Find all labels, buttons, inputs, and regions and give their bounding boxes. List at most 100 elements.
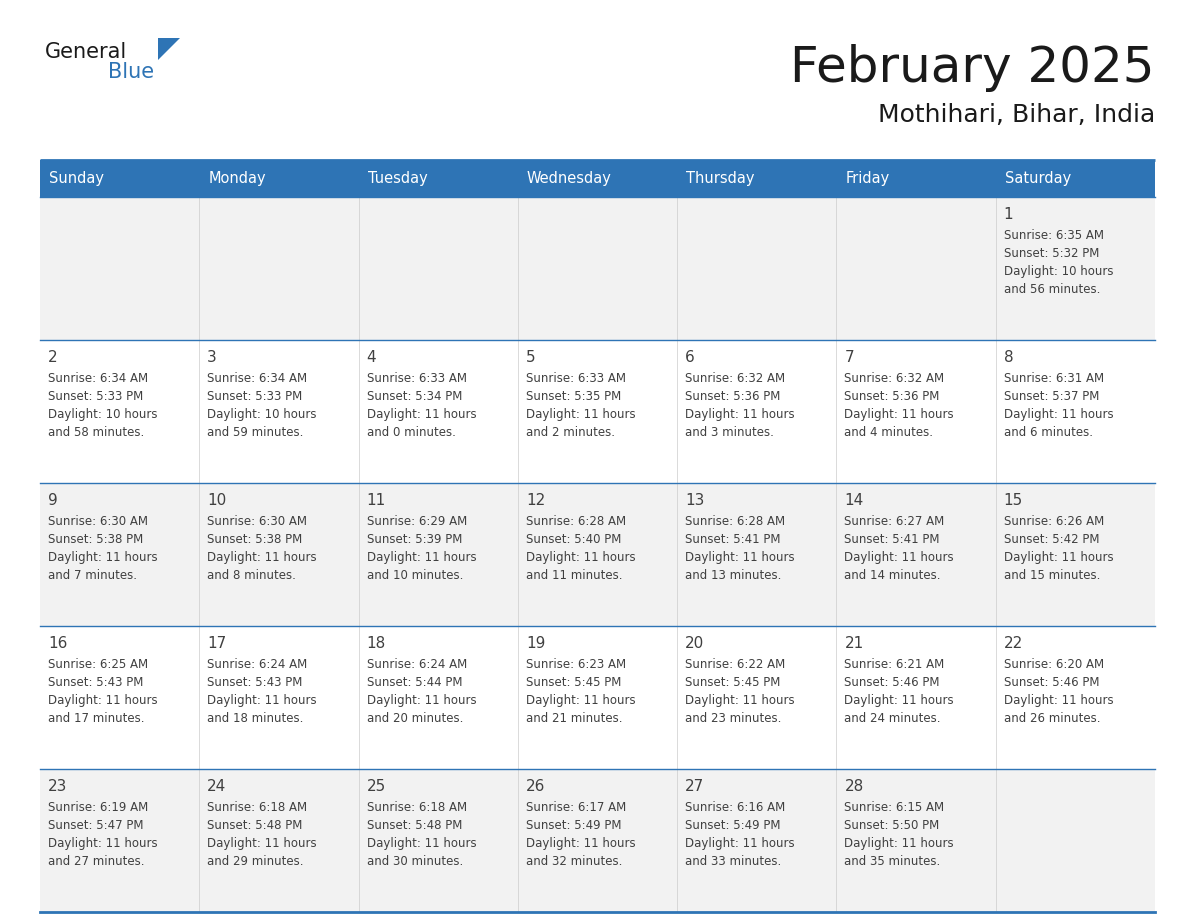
Text: Daylight: 10 hours: Daylight: 10 hours — [1004, 265, 1113, 278]
Text: Daylight: 11 hours: Daylight: 11 hours — [207, 837, 317, 850]
Text: Sunset: 5:33 PM: Sunset: 5:33 PM — [48, 390, 144, 403]
Text: 18: 18 — [367, 636, 386, 651]
Text: and 33 minutes.: and 33 minutes. — [685, 855, 782, 868]
Text: Sunrise: 6:27 AM: Sunrise: 6:27 AM — [845, 515, 944, 528]
Text: Sunrise: 6:25 AM: Sunrise: 6:25 AM — [48, 658, 148, 671]
Polygon shape — [158, 38, 181, 60]
Text: and 56 minutes.: and 56 minutes. — [1004, 283, 1100, 296]
Text: 1: 1 — [1004, 207, 1013, 222]
Text: Sunrise: 6:18 AM: Sunrise: 6:18 AM — [367, 801, 467, 814]
Text: 19: 19 — [526, 636, 545, 651]
Text: 22: 22 — [1004, 636, 1023, 651]
Text: Sunset: 5:40 PM: Sunset: 5:40 PM — [526, 533, 621, 546]
Text: Sunset: 5:48 PM: Sunset: 5:48 PM — [207, 819, 303, 832]
Text: Daylight: 11 hours: Daylight: 11 hours — [367, 837, 476, 850]
Text: Sunrise: 6:16 AM: Sunrise: 6:16 AM — [685, 801, 785, 814]
Text: and 17 minutes.: and 17 minutes. — [48, 712, 145, 725]
Text: and 8 minutes.: and 8 minutes. — [207, 569, 296, 582]
Text: 5: 5 — [526, 350, 536, 365]
Text: Sunset: 5:41 PM: Sunset: 5:41 PM — [845, 533, 940, 546]
Text: Sunset: 5:43 PM: Sunset: 5:43 PM — [207, 676, 303, 689]
Bar — [40, 197, 1155, 340]
Text: Sunset: 5:38 PM: Sunset: 5:38 PM — [207, 533, 303, 546]
Text: 2: 2 — [48, 350, 58, 365]
Text: Sunrise: 6:33 AM: Sunrise: 6:33 AM — [367, 372, 467, 385]
Text: Sunset: 5:46 PM: Sunset: 5:46 PM — [845, 676, 940, 689]
Text: Daylight: 11 hours: Daylight: 11 hours — [526, 551, 636, 564]
Text: Tuesday: Tuesday — [367, 171, 428, 186]
Text: and 23 minutes.: and 23 minutes. — [685, 712, 782, 725]
Text: and 10 minutes.: and 10 minutes. — [367, 569, 463, 582]
Text: Sunset: 5:43 PM: Sunset: 5:43 PM — [48, 676, 144, 689]
Text: and 0 minutes.: and 0 minutes. — [367, 426, 455, 439]
Text: and 15 minutes.: and 15 minutes. — [1004, 569, 1100, 582]
Text: 27: 27 — [685, 779, 704, 794]
Text: 17: 17 — [207, 636, 227, 651]
Text: Daylight: 11 hours: Daylight: 11 hours — [526, 837, 636, 850]
Text: 8: 8 — [1004, 350, 1013, 365]
Text: Sunset: 5:45 PM: Sunset: 5:45 PM — [526, 676, 621, 689]
Text: Daylight: 11 hours: Daylight: 11 hours — [526, 408, 636, 421]
Text: Daylight: 11 hours: Daylight: 11 hours — [845, 551, 954, 564]
Text: Daylight: 10 hours: Daylight: 10 hours — [48, 408, 158, 421]
Text: Mothihari, Bihar, India: Mothihari, Bihar, India — [878, 103, 1155, 127]
Text: General: General — [45, 42, 127, 62]
Text: 12: 12 — [526, 493, 545, 508]
Text: 11: 11 — [367, 493, 386, 508]
Text: Friday: Friday — [846, 171, 890, 186]
Text: and 14 minutes.: and 14 minutes. — [845, 569, 941, 582]
Text: Sunrise: 6:30 AM: Sunrise: 6:30 AM — [207, 515, 308, 528]
Text: and 20 minutes.: and 20 minutes. — [367, 712, 463, 725]
Text: Sunrise: 6:18 AM: Sunrise: 6:18 AM — [207, 801, 308, 814]
Text: Sunrise: 6:28 AM: Sunrise: 6:28 AM — [685, 515, 785, 528]
Text: Daylight: 11 hours: Daylight: 11 hours — [685, 408, 795, 421]
Bar — [836, 160, 996, 197]
Text: Sunset: 5:41 PM: Sunset: 5:41 PM — [685, 533, 781, 546]
Text: Saturday: Saturday — [1005, 171, 1070, 186]
Text: 23: 23 — [48, 779, 68, 794]
Text: Sunrise: 6:23 AM: Sunrise: 6:23 AM — [526, 658, 626, 671]
Bar — [677, 160, 836, 197]
Text: Sunset: 5:49 PM: Sunset: 5:49 PM — [685, 819, 781, 832]
Text: and 32 minutes.: and 32 minutes. — [526, 855, 623, 868]
Text: Sunset: 5:32 PM: Sunset: 5:32 PM — [1004, 247, 1099, 260]
Text: 13: 13 — [685, 493, 704, 508]
Text: Sunrise: 6:29 AM: Sunrise: 6:29 AM — [367, 515, 467, 528]
Text: Sunset: 5:35 PM: Sunset: 5:35 PM — [526, 390, 621, 403]
Text: Sunrise: 6:30 AM: Sunrise: 6:30 AM — [48, 515, 148, 528]
Text: and 21 minutes.: and 21 minutes. — [526, 712, 623, 725]
Bar — [200, 160, 359, 197]
Text: Daylight: 11 hours: Daylight: 11 hours — [207, 551, 317, 564]
Text: 6: 6 — [685, 350, 695, 365]
Text: Sunset: 5:36 PM: Sunset: 5:36 PM — [845, 390, 940, 403]
Text: and 59 minutes.: and 59 minutes. — [207, 426, 304, 439]
Text: and 24 minutes.: and 24 minutes. — [845, 712, 941, 725]
Text: Daylight: 11 hours: Daylight: 11 hours — [685, 837, 795, 850]
Text: Sunrise: 6:33 AM: Sunrise: 6:33 AM — [526, 372, 626, 385]
Text: Daylight: 11 hours: Daylight: 11 hours — [207, 694, 317, 707]
Text: and 6 minutes.: and 6 minutes. — [1004, 426, 1093, 439]
Text: Daylight: 11 hours: Daylight: 11 hours — [845, 694, 954, 707]
Text: Daylight: 10 hours: Daylight: 10 hours — [207, 408, 317, 421]
Text: Daylight: 11 hours: Daylight: 11 hours — [685, 551, 795, 564]
Text: Daylight: 11 hours: Daylight: 11 hours — [1004, 551, 1113, 564]
Text: 28: 28 — [845, 779, 864, 794]
Bar — [40, 160, 200, 197]
Text: Sunset: 5:33 PM: Sunset: 5:33 PM — [207, 390, 303, 403]
Text: and 13 minutes.: and 13 minutes. — [685, 569, 782, 582]
Bar — [996, 160, 1155, 197]
Text: 15: 15 — [1004, 493, 1023, 508]
Text: Daylight: 11 hours: Daylight: 11 hours — [845, 408, 954, 421]
Text: Daylight: 11 hours: Daylight: 11 hours — [526, 694, 636, 707]
Text: 4: 4 — [367, 350, 377, 365]
Text: 9: 9 — [48, 493, 58, 508]
Text: Daylight: 11 hours: Daylight: 11 hours — [48, 694, 158, 707]
Bar — [40, 626, 1155, 769]
Text: Blue: Blue — [108, 62, 154, 82]
Text: Sunrise: 6:34 AM: Sunrise: 6:34 AM — [207, 372, 308, 385]
Text: and 30 minutes.: and 30 minutes. — [367, 855, 463, 868]
Text: Sunrise: 6:24 AM: Sunrise: 6:24 AM — [207, 658, 308, 671]
Text: Sunset: 5:49 PM: Sunset: 5:49 PM — [526, 819, 621, 832]
Text: 3: 3 — [207, 350, 217, 365]
Text: Sunrise: 6:31 AM: Sunrise: 6:31 AM — [1004, 372, 1104, 385]
